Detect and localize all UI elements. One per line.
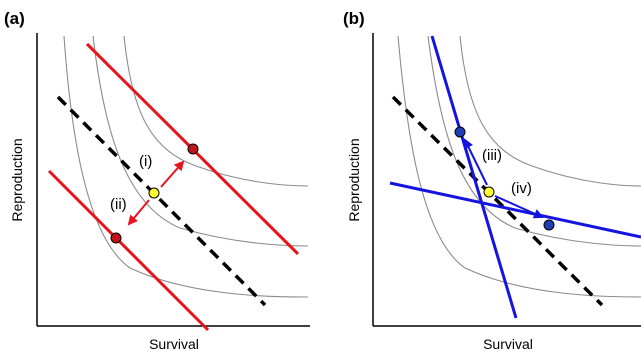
panel-b-y-label: Reproduction bbox=[346, 138, 362, 221]
isocline-low bbox=[63, 35, 309, 298]
panel-b-upper-dot bbox=[454, 126, 466, 138]
isocline-mid bbox=[427, 35, 641, 247]
panel-b-tradeoff-dashed-line bbox=[391, 95, 604, 307]
panel-b-right-dot bbox=[543, 219, 555, 231]
panel-a-fitness-isoclines bbox=[63, 35, 309, 298]
panel-b-arrow-right bbox=[494, 195, 544, 219]
panel-b-fitness-isoclines bbox=[397, 35, 641, 298]
panel-b-annotation-iii: (iii) bbox=[482, 147, 502, 164]
panel-a-upper-dot bbox=[187, 143, 199, 155]
isocline-low bbox=[397, 35, 641, 298]
panel-a-axes bbox=[36, 33, 310, 327]
panel-b-x-label: Survival bbox=[483, 336, 533, 352]
panel-a-arrow-up bbox=[160, 160, 185, 188]
panel-a-annotation-ii: (ii) bbox=[110, 196, 127, 213]
panel-a-arrow-down bbox=[127, 199, 150, 226]
panel-b-origin-dot bbox=[483, 186, 495, 198]
panel-a-x-label: Survival bbox=[149, 336, 199, 352]
panel-a-annotation-i: (i) bbox=[139, 153, 152, 170]
panel-b-axes bbox=[372, 33, 641, 327]
isocline-mid bbox=[92, 35, 309, 247]
panel-b-blue-line-shallow bbox=[389, 181, 641, 239]
panel-b: (b) (iii) (iv) Survival Reproduction bbox=[343, 9, 641, 352]
panel-b-annotation-iv: (iv) bbox=[511, 180, 532, 197]
isocline-high bbox=[459, 35, 641, 187]
panel-a-red-line-lower bbox=[47, 169, 210, 332]
panel-b-blue-line-steep bbox=[430, 35, 518, 319]
panel-a-y-label: Reproduction bbox=[9, 138, 25, 221]
panel-a-origin-dot bbox=[148, 187, 160, 199]
panel-a-tradeoff-dashed-line bbox=[56, 95, 267, 307]
panel-a-label: (a) bbox=[4, 9, 25, 28]
panel-b-arrow-up bbox=[464, 138, 488, 186]
panel-a: (a) (i) (ii) Survival Reproduction bbox=[4, 9, 310, 352]
panel-b-label: (b) bbox=[343, 9, 365, 28]
panel-a-lower-dot bbox=[110, 232, 122, 244]
